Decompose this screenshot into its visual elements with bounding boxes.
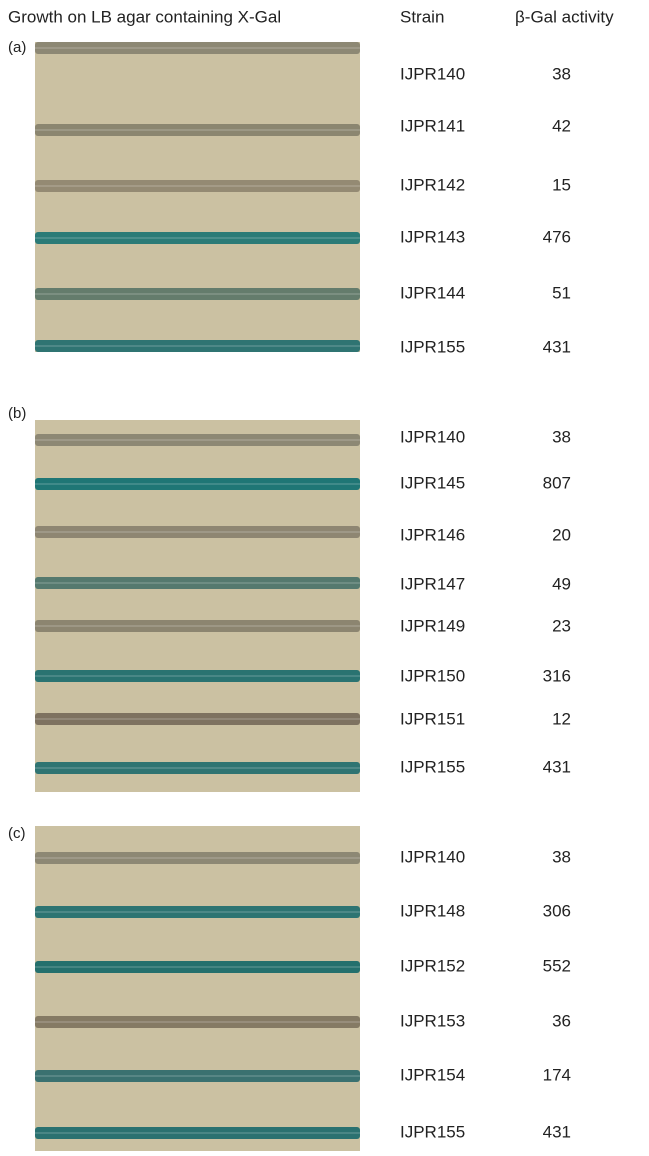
activity-value: 49 [552, 574, 571, 593]
strain-name: IJPR140 [400, 847, 465, 866]
strain-name: IJPR140 [400, 427, 465, 446]
streak-highlight [35, 966, 360, 968]
activity-value: 12 [552, 709, 571, 728]
figure: Growth on LB agar containing X-Gal Strai… [0, 0, 649, 1151]
activity-value: 15 [552, 175, 571, 194]
streak-highlight [35, 675, 360, 677]
activity-value: 431 [543, 337, 571, 356]
activity-value: 36 [552, 1011, 571, 1030]
agar-plate-photo [35, 826, 360, 1151]
strain-name: IJPR154 [400, 1065, 465, 1084]
strain-name: IJPR142 [400, 175, 465, 194]
strain-name: IJPR145 [400, 473, 465, 492]
strain-name: IJPR146 [400, 525, 465, 544]
strain-name: IJPR148 [400, 901, 465, 920]
streak-highlight [35, 718, 360, 720]
strain-name: IJPR144 [400, 283, 465, 302]
column-header: Strain [400, 7, 444, 26]
strain-name: IJPR143 [400, 227, 465, 246]
activity-value: 431 [543, 757, 571, 776]
activity-value: 23 [552, 616, 571, 635]
agar-plate-photo [35, 420, 360, 792]
activity-value: 20 [552, 525, 571, 544]
activity-value: 38 [552, 64, 571, 83]
streak-highlight [35, 1075, 360, 1077]
streak-highlight [35, 47, 360, 49]
agar-plate-photo [35, 42, 360, 352]
column-header: β-Gal activity [515, 7, 614, 26]
strain-name: IJPR155 [400, 1122, 465, 1141]
strain-name: IJPR153 [400, 1011, 465, 1030]
strain-name: IJPR155 [400, 757, 465, 776]
streak-highlight [35, 1021, 360, 1023]
streak-highlight [35, 582, 360, 584]
panel-label: (b) [8, 405, 26, 422]
streak-highlight [35, 129, 360, 131]
streak-highlight [35, 185, 360, 187]
strain-name: IJPR147 [400, 574, 465, 593]
column-header: Growth on LB agar containing X-Gal [8, 7, 281, 26]
activity-value: 476 [543, 227, 571, 246]
strain-name: IJPR150 [400, 666, 465, 685]
strain-name: IJPR149 [400, 616, 465, 635]
streak-highlight [35, 531, 360, 533]
strain-name: IJPR141 [400, 116, 465, 135]
activity-value: 306 [543, 901, 571, 920]
activity-value: 174 [543, 1065, 571, 1084]
streak-highlight [35, 911, 360, 913]
strain-name: IJPR140 [400, 64, 465, 83]
activity-value: 42 [552, 116, 571, 135]
panel-label: (c) [8, 825, 26, 842]
streak-highlight [35, 345, 360, 347]
streak-highlight [35, 293, 360, 295]
activity-value: 431 [543, 1122, 571, 1141]
streak-highlight [35, 483, 360, 485]
strain-name: IJPR155 [400, 337, 465, 356]
activity-value: 38 [552, 427, 571, 446]
activity-value: 316 [543, 666, 571, 685]
activity-value: 51 [552, 283, 571, 302]
activity-value: 552 [543, 956, 571, 975]
streak-highlight [35, 767, 360, 769]
activity-value: 38 [552, 847, 571, 866]
streak-highlight [35, 625, 360, 627]
panel-label: (a) [8, 39, 26, 56]
streak-highlight [35, 237, 360, 239]
streak-highlight [35, 439, 360, 441]
strain-name: IJPR152 [400, 956, 465, 975]
streak-highlight [35, 857, 360, 859]
strain-name: IJPR151 [400, 709, 465, 728]
streak-highlight [35, 1132, 360, 1134]
activity-value: 807 [543, 473, 571, 492]
